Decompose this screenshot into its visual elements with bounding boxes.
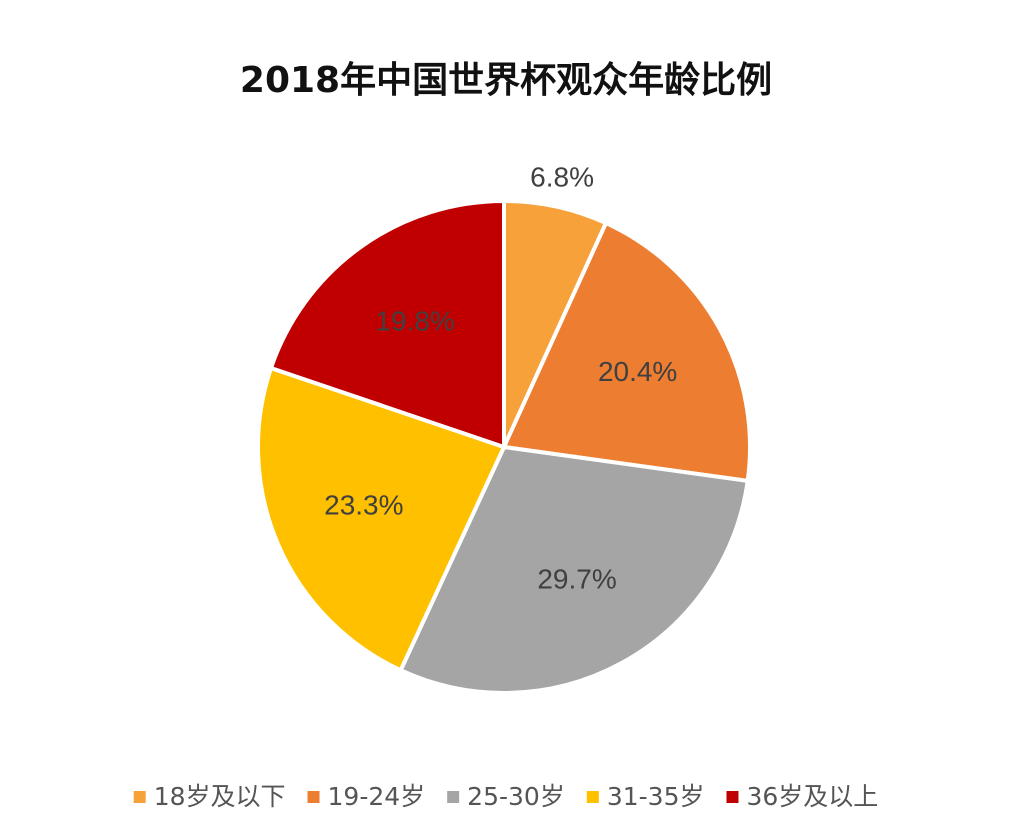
legend-label: 19-24岁: [328, 782, 426, 811]
legend-label: 36岁及以上: [746, 782, 878, 811]
pie-slice: [502, 198, 609, 448]
data-label: 29.7%: [537, 563, 616, 594]
pie-slice: [398, 444, 750, 695]
data-label: 20.4%: [598, 356, 677, 387]
legend-marker: [586, 791, 599, 803]
data-label: 23.3%: [324, 490, 403, 521]
legend-label: 25-30岁: [467, 782, 565, 811]
pie-slice: [256, 365, 507, 673]
legend-marker: [133, 791, 146, 803]
pie-slice: [501, 220, 752, 484]
legend-label: 31-35岁: [607, 782, 705, 811]
data-label: 19.8%: [375, 305, 454, 336]
legend-marker: [447, 791, 460, 803]
chart-title: 2018年中国世界杯观众年龄比例: [240, 60, 772, 101]
data-label: 6.8%: [530, 162, 594, 193]
legend-label: 18岁及以下: [154, 782, 286, 811]
pie-slice: [268, 198, 506, 450]
legend-marker: [307, 791, 320, 803]
legend-marker: [726, 791, 739, 803]
